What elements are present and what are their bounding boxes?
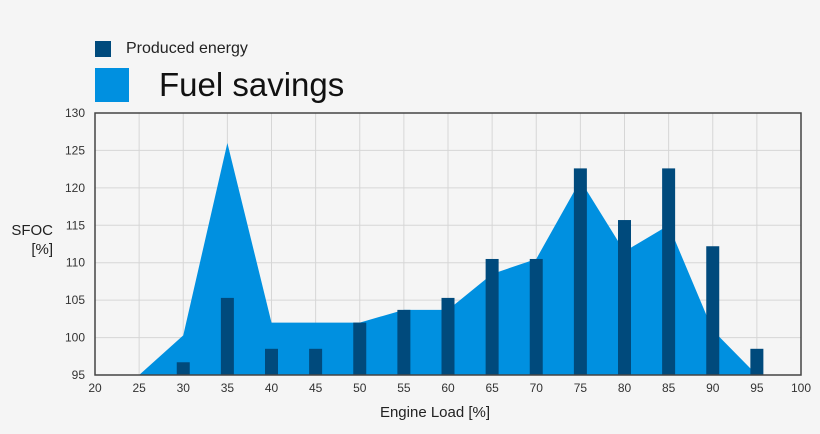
- x-tick-25: 25: [132, 381, 146, 395]
- y-tick-120: 120: [65, 181, 85, 195]
- y-axis-label: SFOC [%]: [8, 221, 53, 259]
- produced-energy-bars: [176, 168, 764, 375]
- y-tick-110: 110: [66, 256, 85, 270]
- bar-60: [441, 297, 455, 375]
- bar-70: [529, 258, 543, 375]
- bar-30: [176, 362, 190, 375]
- bar-35: [220, 297, 234, 375]
- x-axis-label: Engine Load [%]: [379, 404, 491, 421]
- x-tick-85: 85: [662, 381, 676, 395]
- bar-80: [618, 220, 631, 375]
- x-tick-65: 65: [485, 381, 499, 395]
- y-tick-105: 105: [65, 293, 85, 307]
- x-tick-60: 60: [441, 381, 455, 395]
- x-tick-90: 90: [706, 381, 720, 395]
- x-tick-70: 70: [530, 381, 544, 395]
- y-axis-label-line1: SFOC: [11, 222, 53, 239]
- produced-energy-swatch: [95, 41, 111, 57]
- y-axis-label-line2: [%]: [31, 241, 53, 258]
- x-tick-35: 35: [221, 381, 235, 395]
- y-tick-130: 130: [65, 106, 85, 120]
- x-tick-45: 45: [309, 381, 323, 395]
- fuel-savings-swatch: [95, 68, 129, 102]
- bar-65: [485, 258, 499, 375]
- x-tick-80: 80: [618, 381, 632, 395]
- legend-label: Fuel savings: [159, 66, 345, 103]
- x-tick-100: 100: [791, 381, 811, 395]
- bar-55: [397, 309, 411, 375]
- x-tick-95: 95: [750, 381, 764, 395]
- bar-45: [309, 348, 323, 375]
- fuel-savings-area: [139, 142, 757, 375]
- x-tick-75: 75: [574, 381, 588, 395]
- x-tick-20: 20: [88, 381, 102, 395]
- x-tick-labels: 20 25 30 35 40 45 50 55 60 65 70 75 80 85 90 95 100: [88, 381, 811, 395]
- legend-item-produced-energy: Produced energy: [95, 40, 248, 58]
- x-tick-50: 50: [353, 381, 367, 395]
- x-tick-55: 55: [397, 381, 411, 395]
- legend-item-fuel-savings: Fuel savings: [95, 66, 344, 104]
- y-tick-115: 115: [66, 218, 85, 232]
- y-tick-95: 95: [72, 368, 86, 382]
- bar-90: [706, 246, 720, 375]
- x-tick-30: 30: [177, 381, 191, 395]
- fuel-savings-polygon: [139, 142, 757, 375]
- plot-frame: [94, 112, 802, 376]
- y-tick-labels: 95 100 105 110 115 120 125 130: [65, 106, 85, 382]
- bar-95: [750, 348, 764, 375]
- legend-label: Produced energy: [126, 40, 248, 57]
- bar-85: [662, 168, 676, 375]
- x-tick-40: 40: [265, 381, 279, 395]
- bar-50: [353, 322, 367, 375]
- y-tick-100: 100: [65, 331, 85, 345]
- y-tick-125: 125: [65, 143, 85, 157]
- bar-75: [573, 168, 587, 375]
- bar-40: [265, 348, 278, 375]
